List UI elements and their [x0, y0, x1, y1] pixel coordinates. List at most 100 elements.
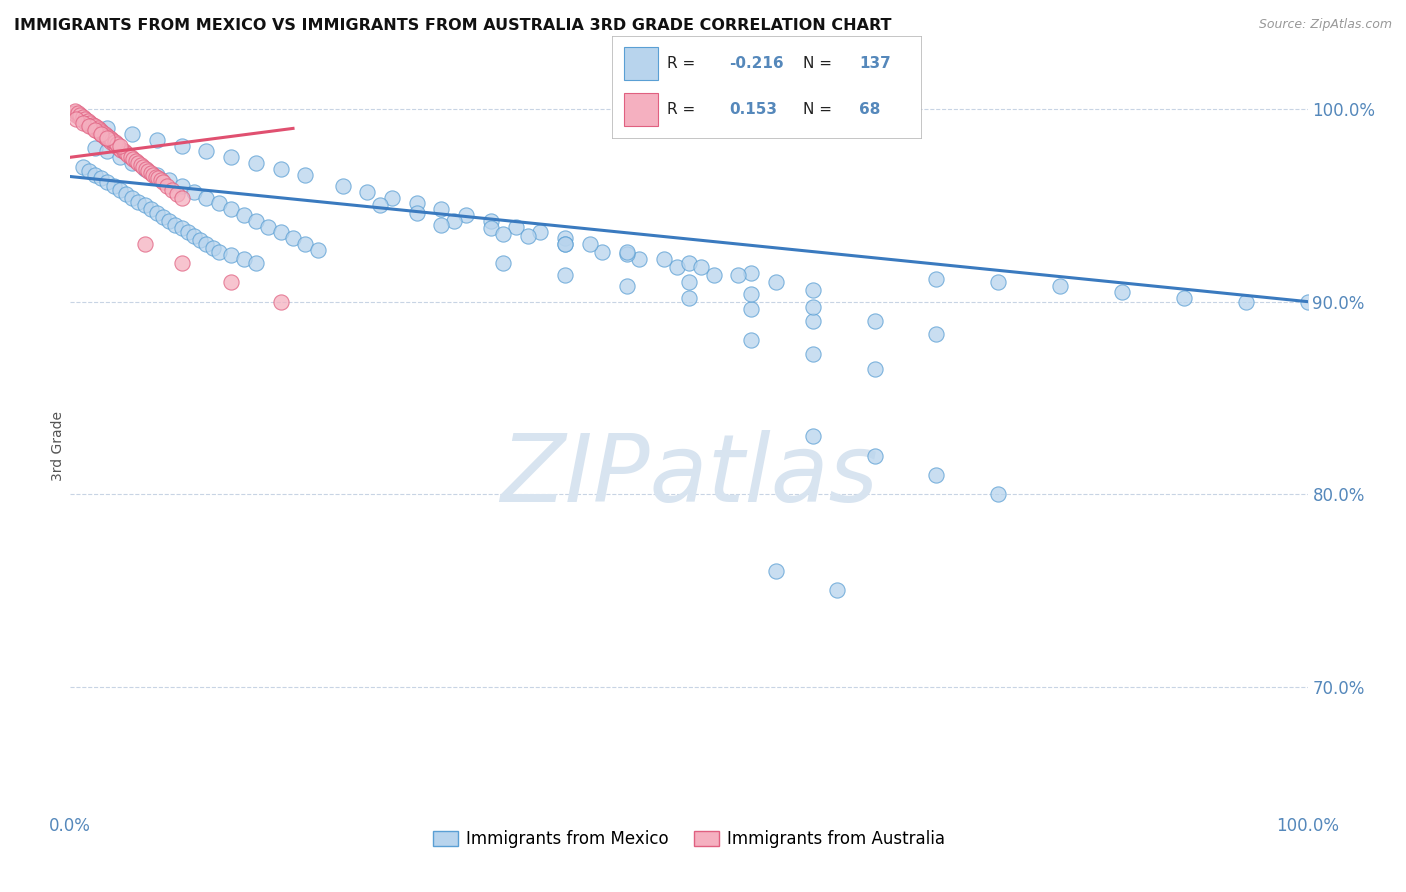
- Point: [132, 160, 155, 174]
- Point: [665, 260, 688, 274]
- Point: [827, 583, 849, 598]
- Point: [127, 156, 149, 170]
- Point: [135, 161, 157, 176]
- Point: [145, 169, 167, 184]
- Point: [65, 108, 87, 122]
- Point: [177, 225, 200, 239]
- Point: [188, 233, 211, 247]
- Point: [91, 125, 114, 139]
- Point: [740, 266, 762, 280]
- Point: [112, 145, 135, 159]
- Point: [678, 276, 700, 290]
- Point: [93, 129, 115, 144]
- Point: [554, 236, 576, 251]
- Point: [121, 156, 143, 170]
- Point: [84, 168, 107, 182]
- Point: [863, 314, 886, 328]
- Point: [294, 168, 316, 182]
- Point: [96, 131, 118, 145]
- Point: [430, 202, 453, 217]
- Point: [139, 166, 162, 180]
- Point: [115, 146, 138, 161]
- Point: [117, 148, 139, 162]
- Point: [628, 252, 651, 267]
- Point: [90, 127, 112, 141]
- Text: Source: ZipAtlas.com: Source: ZipAtlas.com: [1258, 18, 1392, 31]
- Point: [195, 191, 218, 205]
- Point: [84, 123, 107, 137]
- Point: [149, 173, 172, 187]
- Point: [505, 219, 527, 234]
- Point: [72, 115, 94, 129]
- Point: [801, 301, 824, 315]
- Point: [517, 229, 540, 244]
- Point: [146, 206, 169, 220]
- Point: [170, 256, 193, 270]
- Point: [65, 112, 87, 126]
- Point: [381, 191, 404, 205]
- Point: [245, 214, 267, 228]
- Point: [294, 236, 316, 251]
- Text: R =: R =: [668, 102, 696, 117]
- Point: [108, 150, 131, 164]
- Point: [75, 112, 97, 126]
- Point: [616, 246, 638, 260]
- Point: [121, 191, 143, 205]
- Point: [356, 185, 378, 199]
- Point: [652, 252, 675, 267]
- FancyBboxPatch shape: [624, 47, 658, 79]
- Point: [801, 429, 824, 443]
- Point: [96, 131, 118, 145]
- Point: [157, 173, 180, 187]
- Point: [67, 110, 90, 124]
- Point: [165, 218, 187, 232]
- Point: [101, 133, 124, 147]
- Point: [152, 210, 174, 224]
- Point: [492, 227, 515, 242]
- Point: [616, 279, 638, 293]
- Point: [105, 138, 128, 153]
- Point: [727, 268, 749, 282]
- Point: [616, 244, 638, 259]
- Point: [107, 141, 129, 155]
- Point: [183, 229, 205, 244]
- Point: [332, 179, 354, 194]
- Point: [65, 104, 87, 119]
- Point: [100, 135, 122, 149]
- Point: [121, 127, 143, 141]
- Point: [270, 225, 292, 239]
- Point: [456, 208, 478, 222]
- Point: [110, 143, 132, 157]
- Point: [146, 133, 169, 147]
- Point: [108, 183, 131, 197]
- Point: [80, 120, 103, 134]
- Point: [82, 118, 104, 132]
- Text: IMMIGRANTS FROM MEXICO VS IMMIGRANTS FROM AUSTRALIA 3RD GRADE CORRELATION CHART: IMMIGRANTS FROM MEXICO VS IMMIGRANTS FRO…: [14, 18, 891, 33]
- Point: [129, 158, 152, 172]
- Point: [1234, 294, 1257, 309]
- Point: [405, 206, 427, 220]
- Point: [84, 120, 107, 134]
- Point: [96, 175, 118, 189]
- Point: [765, 564, 787, 578]
- Point: [208, 244, 231, 259]
- Point: [97, 133, 120, 147]
- Point: [801, 283, 824, 297]
- Point: [69, 108, 91, 122]
- FancyBboxPatch shape: [624, 93, 658, 126]
- Point: [115, 186, 138, 201]
- Text: N =: N =: [803, 102, 832, 117]
- Point: [94, 127, 117, 141]
- Point: [139, 202, 162, 217]
- Legend: Immigrants from Mexico, Immigrants from Australia: Immigrants from Mexico, Immigrants from …: [426, 823, 952, 855]
- Point: [170, 179, 193, 194]
- Text: R =: R =: [668, 56, 696, 70]
- Point: [90, 127, 112, 141]
- Text: N =: N =: [803, 56, 832, 70]
- Point: [83, 121, 105, 136]
- Point: [142, 168, 165, 182]
- Point: [90, 171, 112, 186]
- Point: [863, 449, 886, 463]
- Point: [122, 152, 145, 166]
- Point: [79, 115, 101, 129]
